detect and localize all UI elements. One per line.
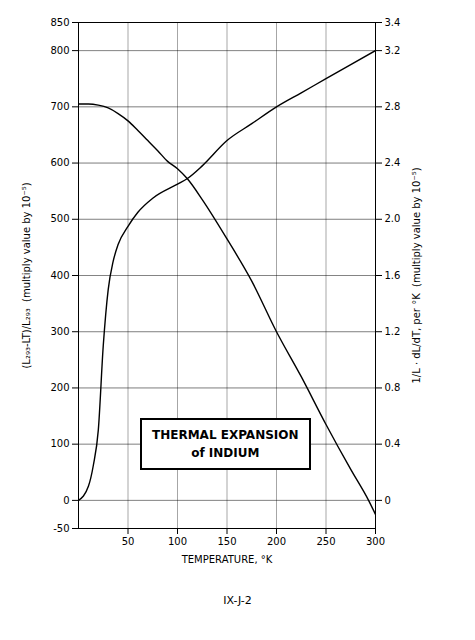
html-text:THERMAL EXPANSION of INDIUM: THERMAL EXPANSION of INDIUM [152, 428, 299, 460]
svg-text:0.8: 0.8 [385, 382, 401, 393]
svg-text:TEMPERATURE, °K: TEMPERATURE, °K [181, 554, 273, 565]
svg-text:-50: -50 [53, 523, 69, 534]
svg-text:0: 0 [63, 495, 69, 506]
svg-text:600: 600 [50, 157, 69, 168]
svg-text:250: 250 [316, 536, 335, 547]
svg-text:2.4: 2.4 [385, 157, 401, 168]
svg-text:300: 300 [366, 536, 385, 547]
svg-text:700: 700 [50, 101, 69, 112]
svg-text:150: 150 [217, 536, 236, 547]
svg-text:1/L · dL/dT, per °K (multiply: 1/L · dL/dT, per °K (multiply value by 1… [411, 167, 422, 383]
svg-text:500: 500 [50, 213, 69, 224]
svg-text:850: 850 [50, 17, 69, 28]
svg-text:3.2: 3.2 [385, 45, 401, 56]
svg-text:200: 200 [267, 536, 286, 547]
svg-text:50: 50 [122, 536, 135, 547]
svg-text:200: 200 [50, 382, 69, 393]
svg-text:1.6: 1.6 [385, 270, 401, 281]
svg-text:0.4: 0.4 [385, 438, 401, 449]
svg-text:300: 300 [50, 326, 69, 337]
svg-text:800: 800 [50, 45, 69, 56]
svg-text:2.0: 2.0 [385, 213, 401, 224]
svg-text:100: 100 [168, 536, 187, 547]
svg-text:3.4: 3.4 [385, 17, 401, 28]
svg-text:2.8: 2.8 [385, 101, 401, 112]
svg-text:1.2: 1.2 [385, 326, 401, 337]
svg-text:0: 0 [385, 495, 391, 506]
svg-text:100: 100 [50, 438, 69, 449]
svg-text:400: 400 [50, 270, 69, 281]
html-text:IX-J-2: IX-J-2 [223, 594, 252, 607]
svg-text:(L₂₉₃-LT)/L₂₉₃ (multiply valu: (L₂₉₃-LT)/L₂₉₃ (multiply value by 10⁻⁵) [21, 182, 32, 368]
